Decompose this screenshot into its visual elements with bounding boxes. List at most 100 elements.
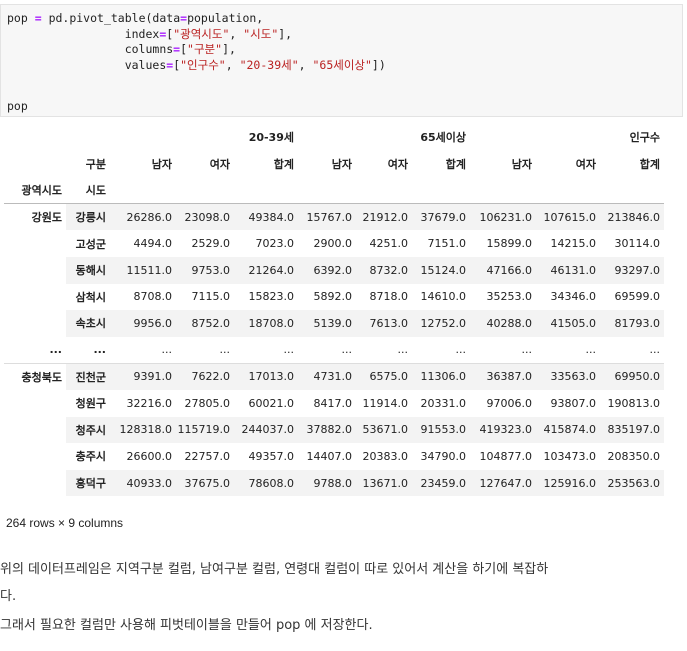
- header-cell: 여자: [387, 157, 408, 171]
- index-level-2-cell: 고성군: [75, 237, 106, 251]
- table-row: 강원도 강릉시 26286.0 23098.0 49384.0 15767.0 21912.…: [4, 203, 664, 231]
- table-cell: 40288.0: [470, 310, 536, 337]
- header-cell: [4, 124, 66, 151]
- table-cell: 15767.0: [298, 203, 356, 231]
- table-cell: 244037.0: [234, 416, 298, 444]
- header-cell: [298, 124, 356, 151]
- table-row: 청주시 128318.0 115719.0 244037.0 37882.0 53671.…: [4, 416, 664, 444]
- code-operator: =: [173, 42, 181, 56]
- table-cell: 7613.0: [356, 310, 412, 337]
- code-token: ],: [278, 26, 293, 41]
- table-cell: 35253.0: [486, 290, 533, 304]
- table-cell: 11914.0: [362, 396, 409, 410]
- table-row: .................................: [4, 337, 664, 364]
- table-cell: 4731.0: [298, 362, 356, 390]
- code-token: [: [180, 42, 188, 56]
- table-cell: 93297.0: [600, 256, 664, 284]
- table-cell: 69599.0: [614, 290, 661, 304]
- index-level-2-cell: 동해시: [66, 256, 110, 284]
- table-row: 고성군 4494.0 2529.0 7023.0 2900.0 4251.0 7151.0 1…: [4, 230, 664, 257]
- index-name-cell: 광역시도: [4, 177, 66, 205]
- table-cell: 5892.0: [313, 290, 353, 304]
- code-token: ]): [371, 57, 386, 72]
- code-token: [: [173, 57, 181, 72]
- table-cell: 32216.0: [126, 396, 173, 410]
- table-cell: 253563.0: [600, 469, 664, 497]
- index-level-1-cell: [4, 390, 66, 417]
- table-cell: 6575.0: [356, 362, 412, 390]
- code-string: "광역시도": [173, 26, 230, 41]
- code-token: columns: [7, 42, 174, 56]
- table-cell: 15899.0: [486, 237, 533, 251]
- index-level-1-cell: [4, 284, 66, 311]
- table-cell: 81793.0: [600, 310, 664, 337]
- table-row: 흥덕구 40933.0 37675.0 78608.0 9788.0 13671.0 234…: [4, 469, 664, 497]
- code-token: pd.pivot_table(data: [41, 11, 181, 25]
- code-token: ,: [225, 57, 240, 72]
- index-level-2-cell: 충주시: [75, 450, 106, 464]
- code-token: index: [7, 26, 160, 41]
- table-cell: 46131.0: [536, 256, 600, 284]
- table-cell: 14215.0: [550, 237, 597, 251]
- header-cell: 남자: [331, 157, 352, 171]
- table-cell: 53671.0: [356, 416, 412, 444]
- code-line-4: values=["인구수", "20-39세", "65세이상"]): [7, 58, 386, 72]
- table-cell: 190813.0: [607, 396, 661, 410]
- table-cell: 34790.0: [420, 449, 467, 463]
- index-level-1-cell: [4, 256, 66, 284]
- table-cell: 20331.0: [420, 396, 467, 410]
- code-line-2: index=["광역시도", "시도"],: [7, 27, 292, 41]
- header-cell: [110, 124, 176, 151]
- index-level-2-cell: 진천군: [66, 362, 110, 390]
- code-token: ,: [229, 26, 244, 41]
- table-cell: 21912.0: [356, 203, 412, 231]
- table-cell: 18708.0: [234, 310, 298, 337]
- code-token: values: [7, 57, 167, 72]
- table-cell: 8718.0: [369, 290, 409, 304]
- code-operator: =: [180, 11, 188, 25]
- code-token: pop: [7, 11, 35, 25]
- table-cell: 415874.0: [536, 416, 600, 444]
- code-editor[interactable]: pop = pd.pivot_table(data=population, in…: [7, 11, 386, 73]
- header-cell: 합계: [639, 157, 660, 171]
- table-cell: 97006.0: [486, 396, 533, 410]
- table-cell: ...: [283, 343, 295, 357]
- table-cell: 69950.0: [600, 362, 664, 390]
- table-cell: 93807.0: [550, 396, 597, 410]
- table-cell: 2529.0: [191, 237, 231, 251]
- table-cell: ...: [219, 343, 231, 357]
- table-cell: 106231.0: [470, 203, 536, 231]
- header-cell: 남자: [151, 157, 172, 171]
- header-cell: [66, 124, 110, 151]
- table-cell: 419323.0: [470, 416, 536, 444]
- table-cell: 37679.0: [412, 203, 470, 231]
- table-cell: 9956.0: [110, 310, 176, 337]
- table-cell: 6392.0: [298, 256, 356, 284]
- code-token: [: [166, 26, 174, 41]
- table-cell: 4251.0: [369, 237, 409, 251]
- index-level-1-cell: [4, 230, 66, 257]
- dataframe-shape: 264 rows × 9 columns: [6, 516, 124, 530]
- code-token: ],: [222, 42, 236, 56]
- table-row: 동해시 11511.0 9753.0 21264.0 6392.0 8732.0 15124…: [4, 256, 664, 284]
- table-cell: 9391.0: [110, 362, 176, 390]
- header-cell: [356, 124, 412, 151]
- paragraph-2: 그래서 필요한 컬럼만 사용해 피벗테이블을 만들어 pop 에 저장한다.: [0, 618, 373, 633]
- table-cell: 127647.0: [470, 469, 536, 497]
- header-cell: 여자: [209, 157, 230, 171]
- table-cell: 47166.0: [470, 256, 536, 284]
- index-name-cell: 시도: [66, 177, 110, 205]
- table-cell: 15124.0: [412, 256, 470, 284]
- table-cell: 23459.0: [412, 469, 470, 497]
- table-row: 충청북도 진천군 9391.0 7622.0 17013.0 4731.0 6575.0 11…: [4, 362, 664, 390]
- table-cell: 213846.0: [600, 203, 664, 231]
- paragraph-1-line-2: 다.: [0, 589, 17, 604]
- header-cell: [536, 124, 600, 151]
- table-cell: 8708.0: [133, 290, 173, 304]
- code-cell[interactable]: pop = pd.pivot_table(data=population, in…: [0, 4, 683, 117]
- table-cell: 78608.0: [234, 469, 298, 497]
- table-cell: 9753.0: [176, 256, 234, 284]
- table-cell: 20383.0: [362, 449, 409, 463]
- table-cell: 208350.0: [607, 449, 661, 463]
- table-cell: 34346.0: [550, 290, 597, 304]
